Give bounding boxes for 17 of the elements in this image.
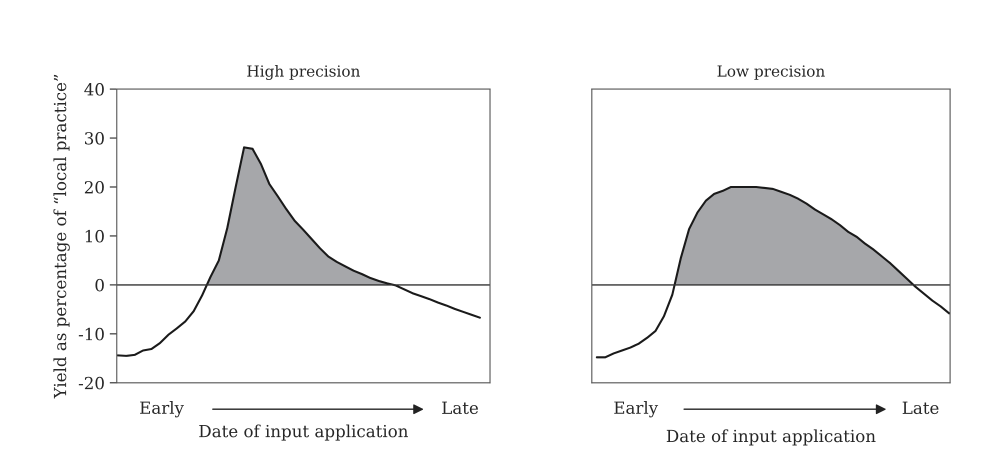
text: Early [614,401,658,418]
y-tick-label: 40 [84,83,104,96]
y-tick-label: -10 [78,328,104,340]
line-series [116,146,481,357]
y-tick-label: 10 [86,230,104,243]
y-tick-label: -20 [78,376,104,390]
x-axis-title: Date of input application [666,429,876,446]
chart-title: Low precision [717,65,825,80]
x-axis-title: Date of input application [199,424,408,441]
y-tick-label: 20 [84,180,104,194]
text: Late [902,402,939,414]
chart-title: High precision [247,64,360,80]
y-tick-label: 30 [85,132,104,145]
text: Early [140,401,184,418]
text: Late [442,402,478,414]
y-axis-title: Yield as percentage of “local practice” [53,74,70,399]
y-tick-label: 0 [95,278,104,292]
